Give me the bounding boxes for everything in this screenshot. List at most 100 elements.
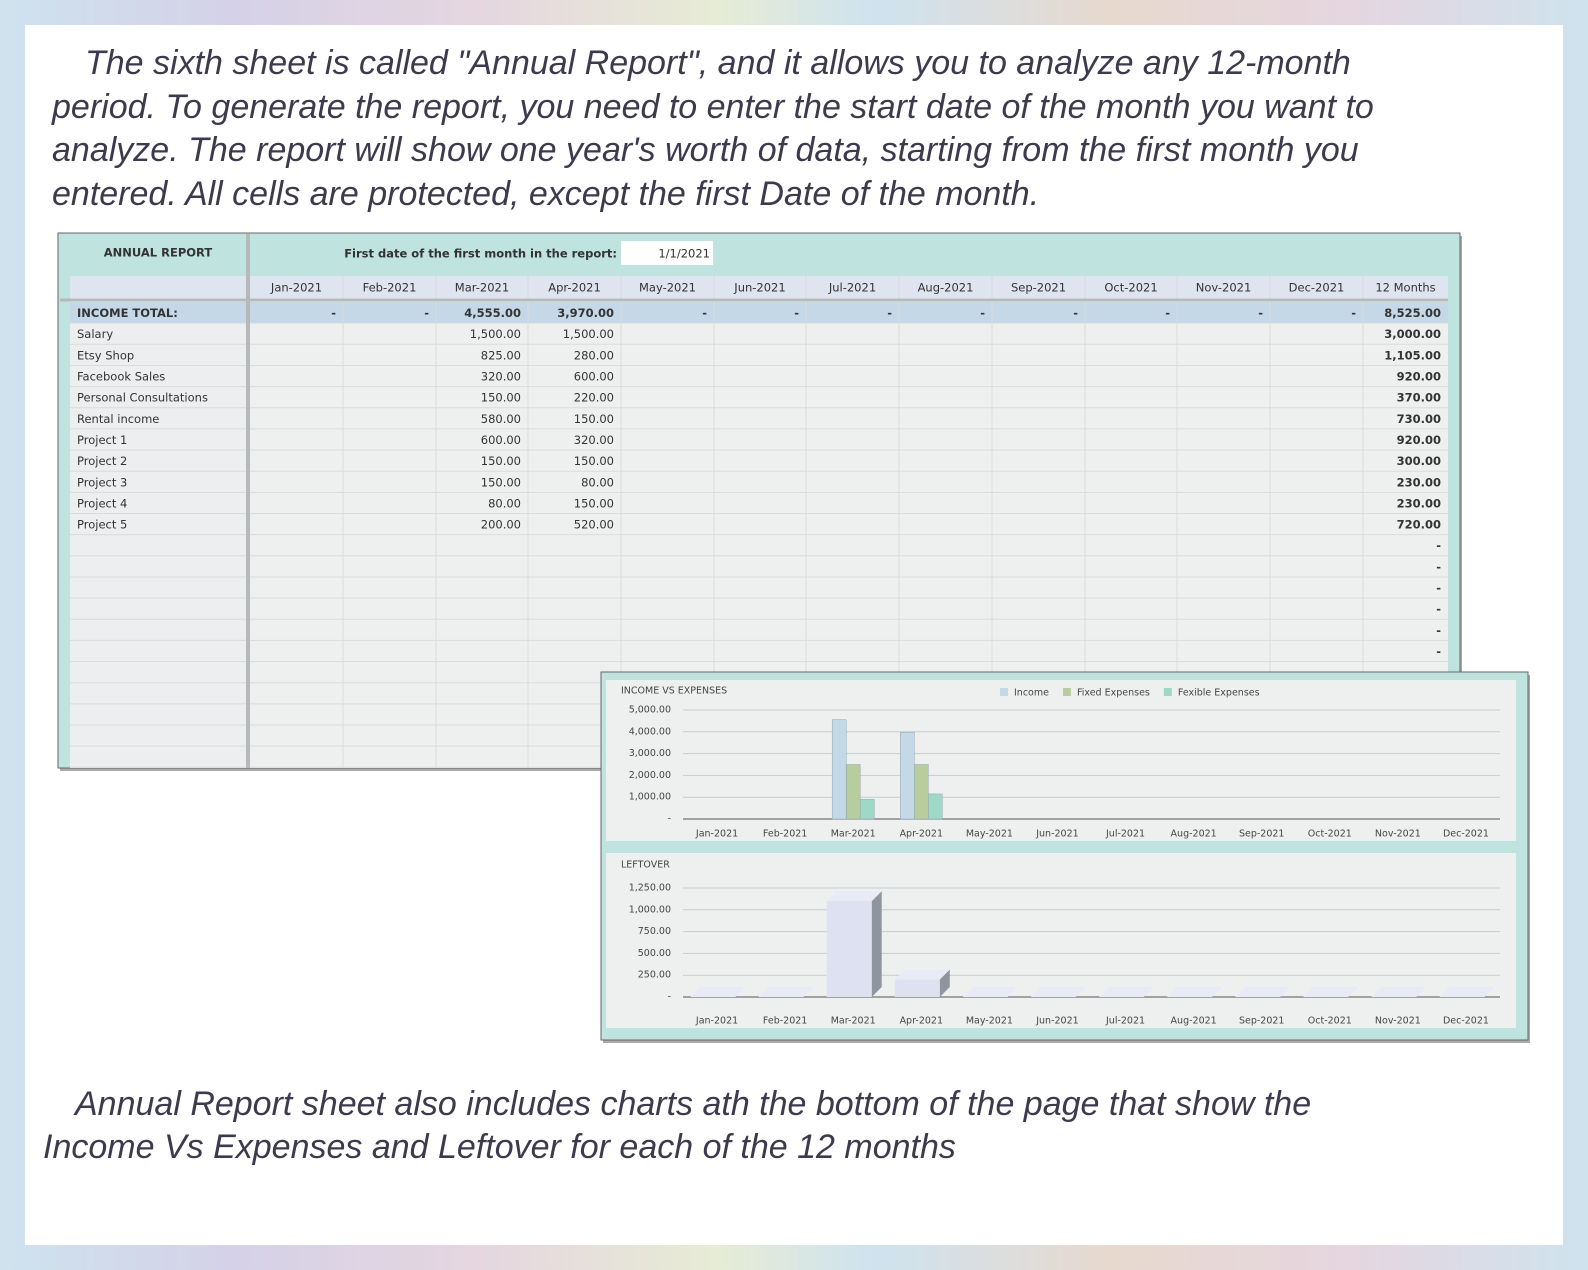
- cell: -: [1073, 306, 1078, 320]
- bar: [826, 901, 872, 997]
- cell: 8,525.00: [1384, 306, 1441, 320]
- cell: 520.00: [574, 518, 614, 532]
- x-tick-label: Oct-2021: [1308, 1016, 1352, 1027]
- column-header: Mar-2021: [455, 281, 509, 295]
- bar-top: [962, 987, 1018, 997]
- x-tick-label: May-2021: [966, 1016, 1013, 1027]
- column-header: May-2021: [639, 281, 696, 295]
- y-tick-label: -: [668, 814, 671, 825]
- cell: 230.00: [1397, 496, 1441, 510]
- cell: -: [331, 306, 336, 320]
- cell: 320.00: [574, 433, 614, 447]
- cell: 825.00: [481, 348, 521, 362]
- cell: 580.00: [481, 412, 521, 426]
- cell: 730.00: [1397, 412, 1441, 426]
- cell: 230.00: [1397, 475, 1441, 489]
- y-tick-label: 2,000.00: [629, 770, 671, 781]
- row-label: Personal Consultations: [77, 391, 208, 405]
- row-label: Project 4: [77, 496, 127, 510]
- bar-side: [871, 891, 882, 997]
- column-header: Jan-2021: [270, 281, 322, 295]
- row-label: Project 1: [77, 433, 127, 447]
- cell: 300.00: [1397, 454, 1441, 468]
- x-tick-label: Feb-2021: [763, 829, 807, 840]
- cell: 1,105.00: [1384, 348, 1441, 362]
- total-row: [70, 302, 1448, 324]
- cell: 150.00: [481, 475, 521, 489]
- x-tick-label: Nov-2021: [1375, 829, 1421, 840]
- cell: -: [1436, 602, 1441, 616]
- row-label: Salary: [77, 327, 113, 341]
- y-tick-label: 1,000.00: [629, 904, 671, 915]
- x-tick-label: Mar-2021: [831, 829, 876, 840]
- x-tick-label: Jul-2021: [1105, 829, 1145, 840]
- row-label: Project 3: [77, 475, 127, 489]
- y-tick-label: 250.00: [638, 970, 671, 981]
- cell: 3,970.00: [557, 306, 614, 320]
- bar-side: [939, 969, 950, 997]
- y-tick-label: 500.00: [638, 948, 671, 959]
- x-tick-label: May-2021: [966, 829, 1013, 840]
- y-tick-label: 3,000.00: [629, 748, 671, 759]
- cell: 4,555.00: [464, 306, 521, 320]
- cell: 3,000.00: [1384, 327, 1441, 341]
- intro-line: analyze. The report will show one year's…: [52, 131, 1359, 169]
- bar-top: [1371, 987, 1427, 997]
- y-tick-label: 5,000.00: [629, 705, 671, 716]
- legend-label: Income: [1014, 688, 1049, 699]
- bar-top: [894, 969, 950, 980]
- bar-top: [826, 891, 882, 902]
- bar: [845, 764, 861, 820]
- x-tick-label: Jul-2021: [1105, 1016, 1145, 1027]
- cell: 600.00: [574, 370, 614, 384]
- x-tick-label: Jun-2021: [1035, 1016, 1078, 1027]
- legend-swatch: [1062, 688, 1071, 696]
- y-tick-label: 4,000.00: [629, 726, 671, 737]
- cell: -: [1258, 306, 1263, 320]
- cell: -: [1436, 644, 1441, 658]
- bar: [900, 732, 915, 820]
- bar-top: [1167, 987, 1223, 997]
- y-tick-label: 1,250.00: [629, 883, 671, 894]
- bar: [859, 799, 875, 820]
- column-header: Aug-2021: [918, 281, 974, 295]
- bar-top: [758, 987, 814, 997]
- cell: 370.00: [1397, 391, 1441, 405]
- legend-swatch: [1000, 688, 1008, 696]
- x-tick-label: Feb-2021: [763, 1016, 807, 1027]
- sheet-title: ANNUAL REPORT: [104, 246, 213, 260]
- bar-top: [1439, 987, 1495, 997]
- bar: [831, 719, 847, 820]
- outro-line: Annual Report sheet also includes charts…: [73, 1085, 1311, 1123]
- x-tick-label: Oct-2021: [1308, 829, 1352, 840]
- column-header: Oct-2021: [1104, 281, 1157, 295]
- column-header: Dec-2021: [1289, 281, 1345, 295]
- x-tick-label: Aug-2021: [1171, 1016, 1217, 1027]
- x-tick-label: Sep-2021: [1239, 829, 1285, 840]
- date-input: [621, 241, 713, 265]
- x-tick-label: Dec-2021: [1443, 829, 1489, 840]
- column-header: Apr-2021: [548, 281, 601, 295]
- bar: [914, 764, 929, 820]
- cell: -: [1436, 539, 1441, 553]
- column-header: Sep-2021: [1011, 281, 1066, 295]
- y-tick-label: 750.00: [638, 926, 671, 937]
- chart-area: [606, 680, 1516, 841]
- bar-top: [1303, 987, 1359, 997]
- row-label: Rental income: [77, 412, 159, 426]
- cell: 920.00: [1397, 433, 1441, 447]
- x-tick-label: Jan-2021: [695, 1016, 738, 1027]
- label-column: [70, 298, 247, 768]
- chart-area: [606, 853, 1516, 1028]
- x-tick-label: Dec-2021: [1443, 1016, 1489, 1027]
- bar: [894, 979, 940, 997]
- cell: 80.00: [581, 475, 614, 489]
- cell: -: [887, 306, 892, 320]
- legend-label: Fexible Expenses: [1178, 688, 1260, 699]
- cell: 150.00: [481, 391, 521, 405]
- date-value: 1/1/2021: [658, 247, 710, 261]
- bar-top: [1099, 987, 1155, 997]
- cell: 1,500.00: [470, 327, 521, 341]
- intro-line: entered. All cells are protected, except…: [52, 175, 1039, 213]
